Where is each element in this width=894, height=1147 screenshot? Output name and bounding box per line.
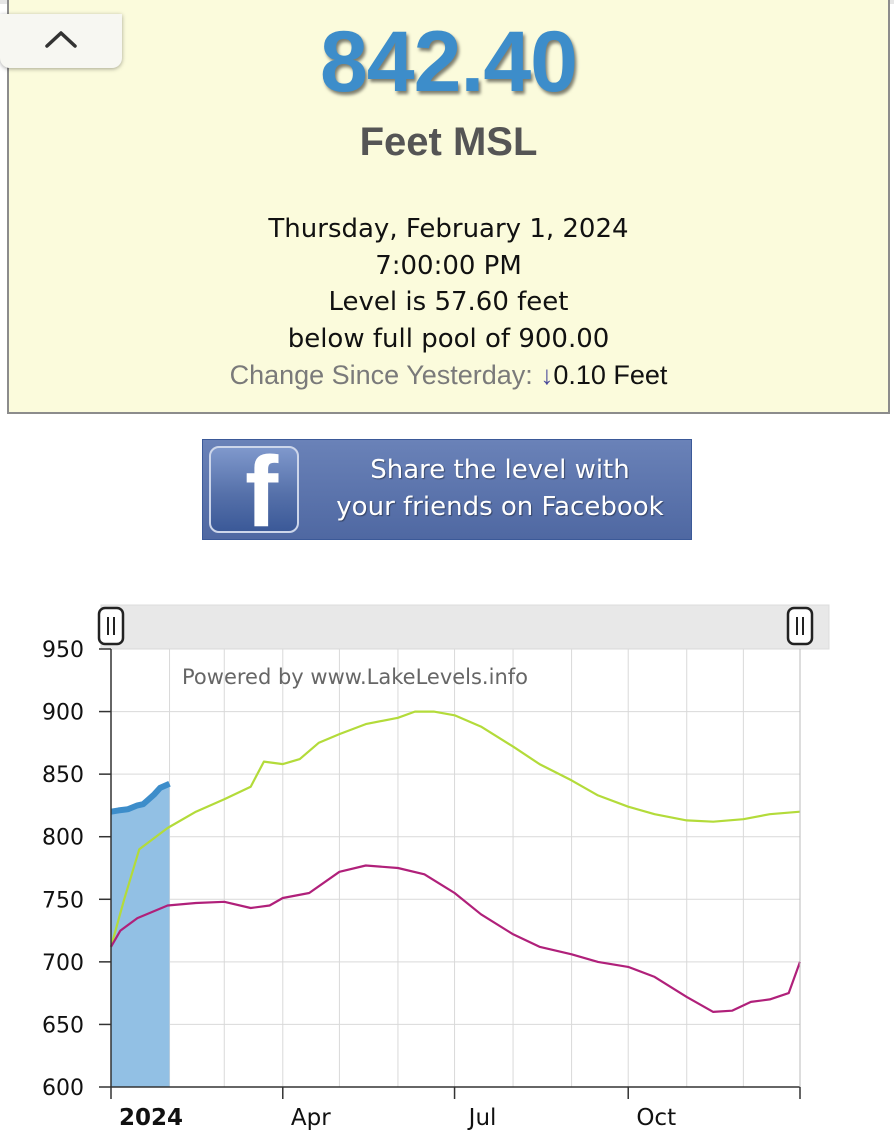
change-value: 0.10 Feet [553,360,668,390]
y-tick-label: 800 [42,826,84,851]
lake-level-chart: Powered by www.LakeLevels.info 950 900 850… [42,604,830,1131]
facebook-share-button[interactable]: f Share the level with your friends on F… [202,439,692,540]
chart-watermark: Powered by www.LakeLevels.info [182,665,528,689]
x-tick-label: Jul [467,1105,497,1131]
chart-axes: 950 900 850 800 750 700 650 600 2024 Apr Jul Oct [42,638,801,1131]
change-label: Change Since Yesterday: [229,360,533,390]
x-tick-label: 2024 [119,1105,183,1131]
y-tick-label: 750 [42,888,84,913]
chevron-up-icon [43,28,79,55]
range-handle-left[interactable] [97,606,125,646]
current-level: 842.40 [319,14,578,110]
full-pool-text: below full pool of 900.00 [287,323,610,354]
reading-date: Thursday, February 1, 2024 [268,214,629,244]
slider-handle-icon [97,606,125,646]
chart-grid [111,648,801,1088]
historical-low-line [110,864,802,1013]
chart-series [109,710,802,1087]
facebook-icon: f [209,446,299,533]
facebook-logo-letter: f [245,446,279,533]
reading-time: 7:00:00 PM [375,250,522,281]
y-tick-label: 600 [42,1076,84,1101]
y-tick-label: 700 [42,951,84,976]
historical-high-line [109,710,801,948]
range-selector[interactable] [97,604,830,650]
y-tick-label: 900 [42,701,84,726]
share-line-2: your friends on Facebook [336,492,664,522]
y-tick-label: 850 [42,763,84,788]
current-year-line [110,780,171,815]
down-arrow-icon: ↓ [540,360,554,390]
x-tick-label: Apr [291,1105,331,1131]
y-tick-label: 950 [42,638,84,663]
level-details: Thursday, February 1, 2024 7:00:00 PM Le… [9,211,888,394]
range-handle-right[interactable] [786,606,814,646]
change-since-yesterday: Change Since Yesterday: ↓0.10 Feet [9,357,888,394]
level-units: Feet MSL [359,120,538,164]
range-selector-track[interactable] [100,604,830,650]
collapse-button[interactable] [0,14,122,68]
share-line-1: Share the level with [370,455,630,485]
x-tick-label: Oct [636,1105,676,1131]
y-tick-label: 650 [42,1013,84,1038]
below-level-text: Level is 57.60 feet [328,287,569,317]
facebook-share-text: Share the level with your friends on Fac… [315,452,685,526]
slider-handle-icon [786,606,814,646]
lake-level-panel: 842.40 Feet MSL Thursday, February 1, 20… [7,0,890,414]
current-year-area [111,783,170,1087]
